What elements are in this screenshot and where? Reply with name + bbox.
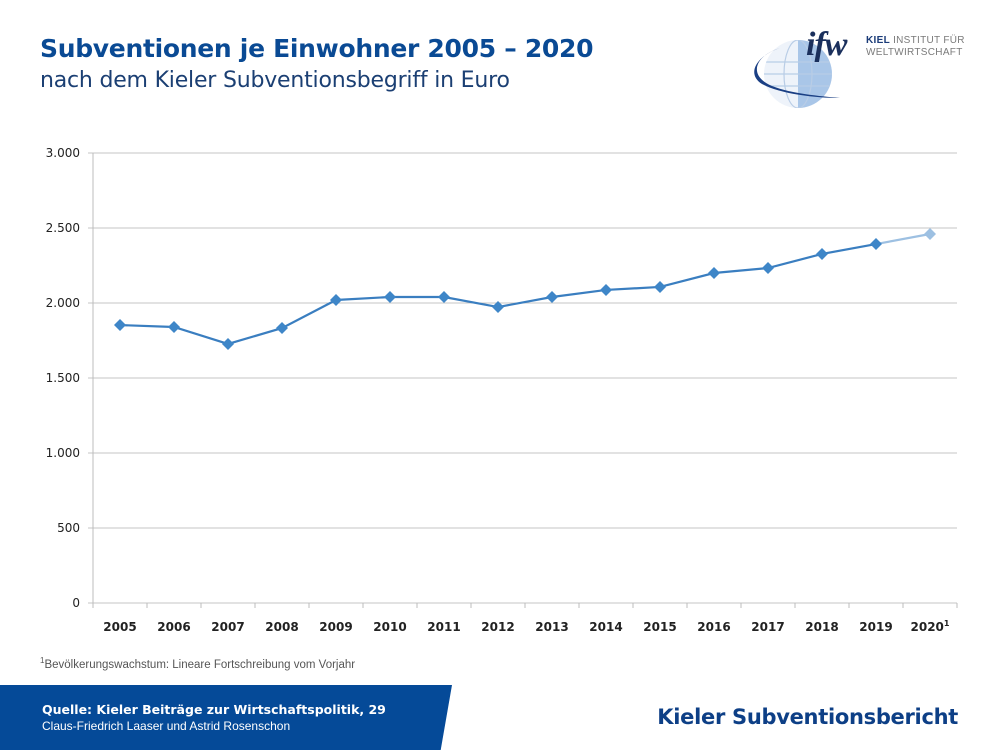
x-tick-label: 2007 (211, 620, 244, 634)
data-point-marker (708, 267, 720, 279)
x-tick-label: 2009 (319, 620, 352, 634)
series-line-projected (875, 232, 931, 246)
x-tick-label: 2008 (265, 620, 298, 634)
x-tick-label: 2010 (373, 620, 406, 634)
logo-text-line1: KIEL INSTITUT FÜR (866, 35, 965, 46)
y-tick-label: 500 (57, 521, 80, 535)
y-tick-label: 1.000 (46, 446, 80, 460)
chart-title: Subventionen je Einwohner 2005 – 2020 (40, 34, 594, 63)
report-brand: Kieler Subventionsbericht (657, 705, 958, 729)
data-point-marker (384, 291, 396, 303)
data-point-marker (222, 337, 234, 350)
x-tick-label: 20201 (911, 619, 950, 634)
x-tick-label: 2019 (859, 620, 892, 634)
x-tick-label: 2012 (481, 620, 514, 634)
data-point-marker (492, 301, 504, 314)
data-point-marker (168, 321, 180, 333)
footnote: 1Bevölkerungswachstum: Lineare Fortschre… (40, 656, 356, 671)
source-citation: Quelle: Kieler Beiträge zur Wirtschaftsp… (42, 702, 386, 717)
data-series (114, 228, 936, 350)
x-axis: 2005 2006 2007 2008 2009 2010 2011 2012 2013 2014… (92, 603, 958, 634)
data-point-marker (654, 280, 666, 293)
globe-icon (754, 40, 840, 108)
x-tick-label: 2018 (805, 620, 838, 634)
y-tick-label: 1.500 (46, 371, 80, 385)
data-point-marker (546, 291, 558, 303)
x-tick-label: 2011 (427, 620, 460, 634)
data-point-marker (114, 319, 126, 332)
x-tick-label: 2017 (751, 620, 784, 634)
footer-blue-band (0, 685, 452, 750)
data-point-marker (762, 262, 774, 275)
x-tick-label: 2005 (103, 620, 136, 634)
x-tick-label: 2016 (697, 620, 730, 634)
chart-subtitle: nach dem Kieler Subventionsbegriff in Eu… (40, 68, 510, 93)
source-authors: Claus-Friedrich Laaser und Astrid Rosens… (42, 719, 291, 733)
data-point-marker (924, 228, 936, 240)
data-point-marker (816, 247, 828, 260)
logo-text-line2: WELTWIRTSCHAFT (866, 47, 963, 58)
series-line (119, 242, 877, 346)
data-point-marker (600, 283, 612, 296)
data-point-marker (870, 238, 882, 251)
y-tick-label: 0 (72, 596, 80, 610)
x-tick-label: 2014 (589, 620, 622, 634)
logo-mark: ifw (806, 26, 847, 63)
y-tick-label: 2.000 (46, 296, 80, 310)
y-axis: 0 500 1.000 1.500 2.000 2.500 3.000 (46, 146, 94, 610)
y-tick-label: 3.000 (46, 146, 80, 160)
y-tick-label: 2.500 (46, 221, 80, 235)
data-point-marker (438, 291, 450, 303)
data-point-marker (330, 294, 342, 306)
gridlines (88, 152, 957, 604)
x-tick-label: 2006 (157, 620, 190, 634)
x-tick-label: 2015 (643, 620, 676, 634)
x-tick-label: 2013 (535, 620, 568, 634)
data-point-marker (276, 322, 288, 335)
